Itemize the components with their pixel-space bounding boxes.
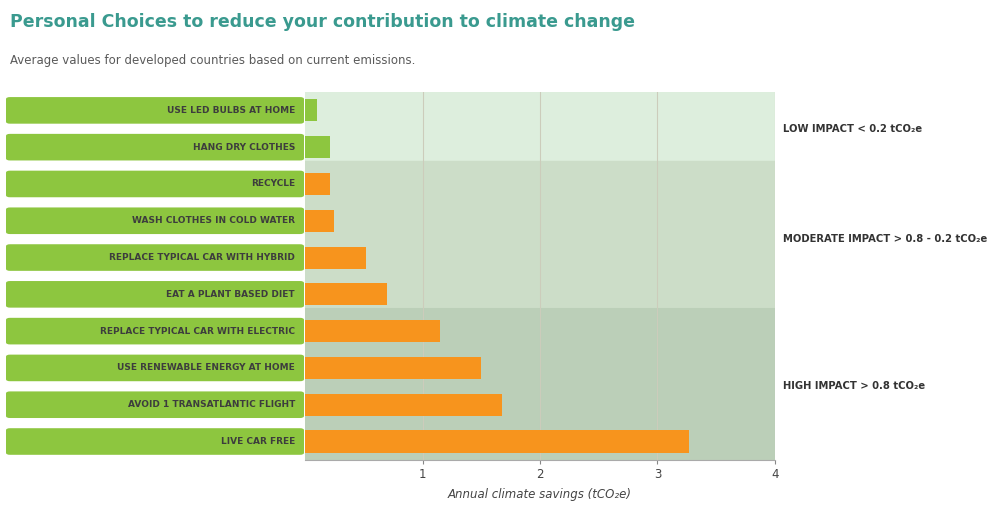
- Text: WASH CLOTHES IN COLD WATER: WASH CLOTHES IN COLD WATER: [132, 216, 295, 225]
- Bar: [305, 283, 387, 306]
- Bar: [305, 393, 502, 416]
- Text: MODERATE IMPACT > 0.8 - 0.2 tCO₂e: MODERATE IMPACT > 0.8 - 0.2 tCO₂e: [783, 234, 987, 244]
- Bar: [305, 357, 481, 379]
- FancyBboxPatch shape: [284, 161, 794, 317]
- Bar: [305, 173, 330, 195]
- Text: LOW IMPACT < 0.2 tCO₂e: LOW IMPACT < 0.2 tCO₂e: [783, 124, 922, 134]
- Bar: [305, 320, 440, 342]
- Text: USE LED BULBS AT HOME: USE LED BULBS AT HOME: [167, 106, 295, 115]
- Bar: [305, 210, 334, 232]
- Text: USE RENEWABLE ENERGY AT HOME: USE RENEWABLE ENERGY AT HOME: [117, 363, 295, 373]
- Text: AVOID 1 TRANSATLANTIC FLIGHT: AVOID 1 TRANSATLANTIC FLIGHT: [128, 400, 295, 409]
- X-axis label: Annual climate savings (tCO₂e): Annual climate savings (tCO₂e): [448, 488, 632, 501]
- Text: Personal Choices to reduce your contribution to climate change: Personal Choices to reduce your contribu…: [10, 13, 635, 31]
- Bar: [305, 430, 689, 453]
- Text: REPLACE TYPICAL CAR WITH HYBRID: REPLACE TYPICAL CAR WITH HYBRID: [109, 253, 295, 262]
- Text: Average values for developed countries based on current emissions.: Average values for developed countries b…: [10, 54, 415, 66]
- Text: EAT A PLANT BASED DIET: EAT A PLANT BASED DIET: [166, 290, 295, 299]
- FancyBboxPatch shape: [284, 308, 794, 464]
- Text: HANG DRY CLOTHES: HANG DRY CLOTHES: [193, 143, 295, 152]
- Bar: [305, 246, 366, 269]
- Text: HIGH IMPACT > 0.8 tCO₂e: HIGH IMPACT > 0.8 tCO₂e: [783, 381, 925, 391]
- Text: RECYCLE: RECYCLE: [251, 179, 295, 189]
- Text: REPLACE TYPICAL CAR WITH ELECTRIC: REPLACE TYPICAL CAR WITH ELECTRIC: [100, 327, 295, 336]
- Bar: [305, 136, 330, 158]
- FancyBboxPatch shape: [284, 87, 794, 170]
- Bar: [305, 99, 317, 122]
- Text: LIVE CAR FREE: LIVE CAR FREE: [221, 437, 295, 446]
